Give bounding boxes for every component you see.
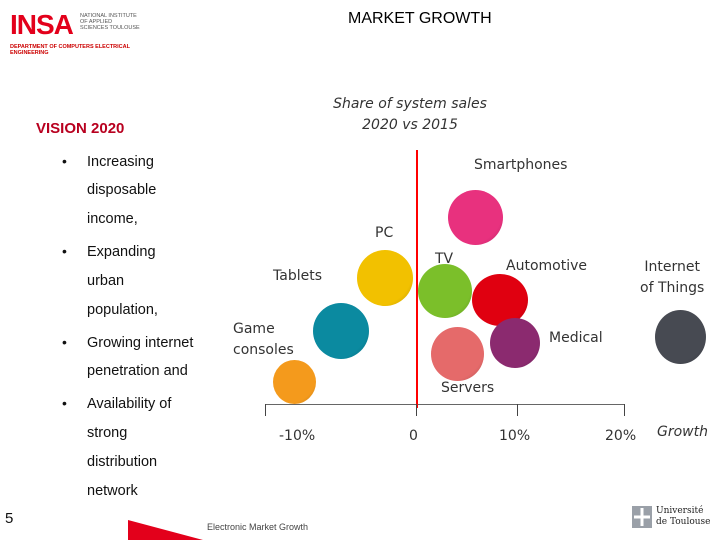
tablets-point bbox=[313, 303, 369, 359]
vision-heading: VISION 2020 bbox=[36, 120, 125, 137]
bullet-3-line-2: penetration and bbox=[87, 363, 188, 379]
smartphones-label: Smartphones bbox=[474, 157, 568, 173]
x-tick bbox=[265, 404, 266, 416]
bullet-dot: • bbox=[62, 243, 67, 259]
logo-text: INSA bbox=[10, 9, 74, 40]
tv-label: TV bbox=[435, 251, 454, 267]
footer-text: Electronic Market Growth bbox=[207, 522, 309, 532]
footer-red-wedge bbox=[128, 520, 203, 540]
medical-point bbox=[490, 318, 540, 368]
game-consoles-label-line-1: Game bbox=[233, 321, 275, 337]
servers-label: Servers bbox=[441, 380, 495, 396]
chart-subtitle: Share of system sales 2020 vs 2015 bbox=[300, 94, 520, 136]
universite-toulouse-logo: Université de Toulouse bbox=[632, 504, 714, 534]
servers-point bbox=[431, 327, 484, 381]
y-axis-line bbox=[416, 150, 418, 408]
pc-label: PC bbox=[375, 225, 394, 241]
bullet-dot: • bbox=[62, 153, 67, 169]
bullet-4-line-2: strong bbox=[87, 425, 128, 441]
bullet-4-line-4: network bbox=[87, 483, 138, 499]
automotive-point bbox=[472, 274, 528, 326]
x-tick-label: 20% bbox=[605, 428, 637, 444]
x-tick-label: 10% bbox=[499, 428, 531, 444]
slide-title: MARKET GROWTH bbox=[348, 10, 492, 27]
tablets-label: Tablets bbox=[273, 268, 322, 284]
pc-point bbox=[357, 250, 413, 306]
automotive-label: Automotive bbox=[506, 258, 587, 274]
x-tick bbox=[517, 404, 518, 416]
iot-point bbox=[655, 310, 706, 364]
page-number: 5 bbox=[5, 510, 14, 527]
bullet-1-line-3: income, bbox=[87, 211, 138, 227]
bullet-dot: • bbox=[62, 395, 67, 411]
game-consoles-label: Game consoles bbox=[233, 319, 294, 361]
iot-label-line-2: of Things bbox=[640, 280, 705, 296]
game-consoles-point bbox=[273, 360, 316, 404]
subtitle-line-2: 2020 vs 2015 bbox=[362, 117, 458, 133]
x-tick-label: 0 bbox=[409, 428, 418, 444]
bullet-3-line-1: Growing internet bbox=[87, 335, 194, 351]
insa-logo: INSA NATIONAL INSTITUTE OF APPLIED SCIEN… bbox=[10, 9, 140, 58]
smartphones-point bbox=[448, 190, 503, 245]
toulouse-logo-line-1: Université bbox=[656, 506, 704, 516]
department-name: DEPARTMENT OF COMPUTERS ELECTRICAL ENGIN… bbox=[10, 44, 130, 56]
logo-subtext: NATIONAL INSTITUTE OF APPLIED SCIENCES T… bbox=[80, 13, 140, 31]
game-consoles-label-line-2: consoles bbox=[233, 342, 294, 358]
tv-point bbox=[418, 264, 472, 318]
toulouse-logo-line-2: de Toulouse bbox=[656, 517, 711, 527]
bullet-dot: • bbox=[62, 334, 67, 350]
iot-label: Internet of Things bbox=[640, 257, 704, 299]
bullet-4-line-3: distribution bbox=[87, 454, 158, 470]
bullet-2-line-2: urban bbox=[87, 273, 125, 289]
x-tick bbox=[416, 404, 417, 416]
bullet-1-line-2: disposable bbox=[87, 182, 157, 198]
medical-label: Medical bbox=[549, 330, 603, 346]
x-axis-line bbox=[265, 404, 625, 405]
x-axis-label: Growth bbox=[657, 424, 708, 440]
iot-label-line-1: Internet bbox=[644, 259, 700, 275]
bullet-4-line-1: Availability of bbox=[87, 396, 172, 412]
toulouse-cross-icon bbox=[632, 506, 652, 528]
bullet-1-line-1: Increasing bbox=[87, 154, 154, 170]
x-tick-label: -10% bbox=[279, 428, 316, 444]
bullet-2-line-3: population, bbox=[87, 302, 158, 318]
toulouse-logo-text: Université de Toulouse bbox=[656, 506, 711, 528]
x-tick bbox=[624, 404, 625, 416]
bullet-2-line-1: Expanding bbox=[87, 244, 156, 260]
subtitle-line-1: Share of system sales bbox=[333, 96, 487, 112]
